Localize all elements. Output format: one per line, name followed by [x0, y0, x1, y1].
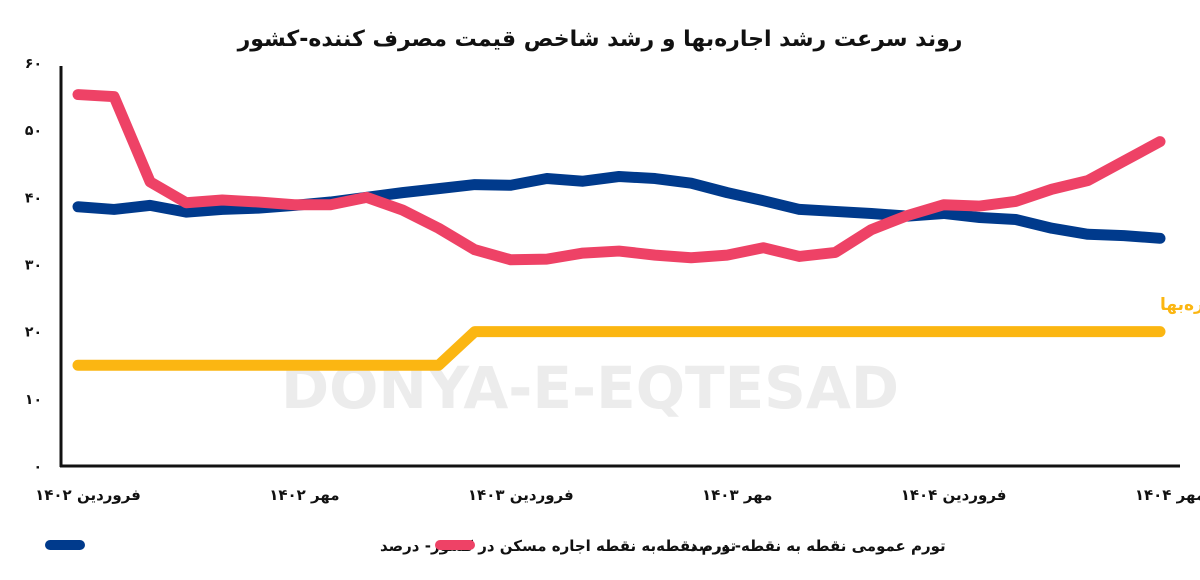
legend: تورم نقطه‌به نقطه اجاره مسکن در کشور- در…	[45, 537, 946, 555]
series-1	[72, 89, 1166, 266]
legend-label-cpi: تورم عمومی نقطه به نقطه- درصد	[690, 537, 946, 555]
y-tick-label: ۰	[33, 459, 42, 475]
legend-swatch-cpi	[435, 540, 475, 550]
x-tick-label: مهر ۱۴۰۴	[1135, 486, 1200, 504]
y-tick-label: ۲۰	[25, 325, 42, 341]
y-tick-label: ۴۰	[25, 190, 42, 206]
legend-swatch-rent	[45, 540, 85, 550]
y-tick-label: ۳۰	[25, 258, 42, 274]
x-tick-label: مهر ۱۴۰۲	[269, 486, 339, 504]
y-tick-label: ۱۰	[25, 392, 42, 408]
x-tick-label: فروردین ۱۴۰۲	[35, 486, 141, 504]
y-tick-label: ۶۰	[25, 56, 42, 72]
series-label-official-rate: نرخ دولتی (مجاز) رشد اجاره‌بها	[1160, 295, 1200, 315]
x-tick-label: فروردین ۱۴۰۴	[901, 486, 1007, 504]
series-2	[72, 326, 1166, 371]
legend-label-rent: تورم نقطه‌به نقطه اجاره مسکن در کشور- در…	[380, 537, 736, 555]
x-tick-label: فروردین ۱۴۰۳	[468, 486, 574, 504]
x-tick-label: مهر ۱۴۰۳	[702, 486, 772, 504]
chart-title: روند سرعت رشد اجاره‌بها و رشد شاخص قیمت …	[237, 27, 963, 52]
y-tick-label: ۵۰	[25, 123, 42, 139]
